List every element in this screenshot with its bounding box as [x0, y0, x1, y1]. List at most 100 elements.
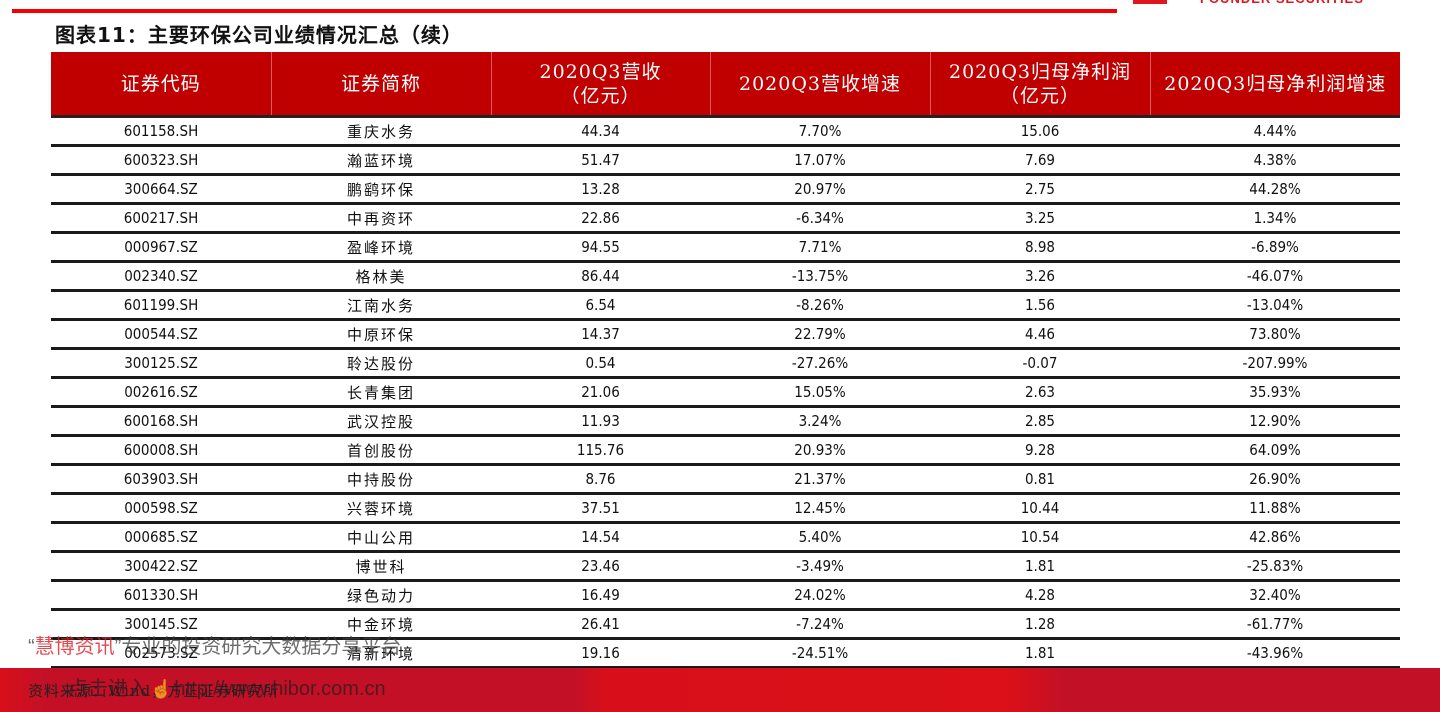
cell-revenue-growth: 20.93% [710, 435, 930, 466]
column-header-code: 证券代码 [51, 52, 271, 117]
cell-revenue-growth: 17.07% [710, 145, 930, 176]
cell-code: 300422.SZ [51, 551, 271, 582]
cell-code: 300125.SZ [51, 348, 271, 379]
cell-revenue-growth: 7.70% [710, 116, 930, 147]
cell-revenue-growth: -13.75% [710, 261, 930, 292]
cell-net-profit: 3.26 [930, 261, 1150, 292]
cell-code: 601158.SH [51, 116, 271, 147]
cell-net-profit-growth: 11.88% [1150, 493, 1400, 524]
cell-revenue: 6.54 [491, 290, 710, 321]
cell-name: 瀚蓝环境 [271, 145, 491, 176]
cell-net-profit-growth: 35.93% [1150, 377, 1400, 408]
cell-net-profit-growth: 64.09% [1150, 435, 1400, 466]
cell-revenue-growth: -6.34% [710, 203, 930, 234]
cell-name: 格林美 [271, 261, 491, 292]
cell-code: 300145.SZ [51, 609, 271, 640]
table-row: 000967.SZ 盈峰环境 94.55 7.71% 8.98 -6.89% [51, 232, 1400, 263]
cell-net-profit-growth: -43.96% [1150, 638, 1400, 669]
cell-name: 江南水务 [271, 290, 491, 321]
cell-net-profit: 4.28 [930, 580, 1150, 611]
cell-net-profit-growth: 26.90% [1150, 464, 1400, 495]
cell-revenue-growth: 24.02% [710, 580, 930, 611]
cell-name: 中山公用 [271, 522, 491, 553]
top-red-rule [12, 9, 1117, 13]
column-header-net-profit-growth: 2020Q3归母净利润增速 [1149, 52, 1400, 117]
table-row: 600168.SH 武汉控股 11.93 3.24% 2.85 12.90% [51, 406, 1400, 437]
cell-revenue-growth: -7.24% [710, 609, 930, 640]
cell-revenue: 94.55 [491, 232, 710, 263]
table-row: 601158.SH 重庆水务 44.34 7.70% 15.06 4.44% [51, 116, 1400, 147]
cell-net-profit: 10.44 [930, 493, 1150, 524]
cell-revenue-growth: 5.40% [710, 522, 930, 553]
cell-net-profit: 9.28 [930, 435, 1150, 466]
cell-net-profit-growth: 32.40% [1150, 580, 1400, 611]
table-row: 300145.SZ 中金环境 26.41 -7.24% 1.28 -61.77% [51, 609, 1400, 640]
cell-revenue: 21.06 [491, 377, 710, 408]
cell-name: 博世科 [271, 551, 491, 582]
cell-code: 601330.SH [51, 580, 271, 611]
cell-revenue-growth: 7.71% [710, 232, 930, 263]
cell-code: 002573.SZ [51, 638, 271, 669]
cell-revenue: 26.41 [491, 609, 710, 640]
cell-revenue: 14.54 [491, 522, 710, 553]
table-row: 002340.SZ 格林美 86.44 -13.75% 3.26 -46.07% [51, 261, 1400, 292]
watermark-link[interactable]: 点击进入 ☝ http://www.hibor.com.cn [68, 678, 386, 700]
cell-revenue: 37.51 [491, 493, 710, 524]
cell-name: 清新环境 [271, 638, 491, 669]
cell-net-profit: 1.81 [930, 638, 1150, 669]
cell-net-profit: 1.28 [930, 609, 1150, 640]
cell-revenue: 22.86 [491, 203, 710, 234]
cell-name: 首创股份 [271, 435, 491, 466]
cell-net-profit: 7.69 [930, 145, 1150, 176]
cell-revenue-growth: -3.49% [710, 551, 930, 582]
cell-revenue-growth: -8.26% [710, 290, 930, 321]
cell-code: 600323.SH [51, 145, 271, 176]
brand-logo: FOUNDER SECURITIES [1130, 0, 1440, 12]
column-header-name: 证券简称 [270, 52, 491, 117]
table-row: 300422.SZ 博世科 23.46 -3.49% 1.81 -25.83% [51, 551, 1400, 582]
cell-revenue: 51.47 [491, 145, 710, 176]
cell-revenue: 8.76 [491, 464, 710, 495]
cell-code: 603903.SH [51, 464, 271, 495]
cell-revenue: 11.93 [491, 406, 710, 437]
cell-name: 武汉控股 [271, 406, 491, 437]
table-header-row: 证券代码 证券简称 2020Q3营收 （亿元） 2020Q3营收增速 2020Q3… [51, 52, 1400, 117]
table-row: 002616.SZ 长青集团 21.06 15.05% 2.63 35.93% [51, 377, 1400, 408]
cell-code: 002340.SZ [51, 261, 271, 292]
cell-code: 002616.SZ [51, 377, 271, 408]
cell-name: 兴蓉环境 [271, 493, 491, 524]
cell-code: 000598.SZ [51, 493, 271, 524]
column-header-revenue-growth: 2020Q3营收增速 [709, 52, 930, 117]
watermark-tagline: “慧博资讯”专业的投资研究大数据分享平台 [28, 636, 402, 658]
cell-revenue: 16.49 [491, 580, 710, 611]
source-note: 资料来源：Wind，方正证券研究所 [28, 682, 280, 700]
cell-net-profit-growth: -61.77% [1150, 609, 1400, 640]
table-row: 002573.SZ 清新环境 19.16 -24.51% 1.81 -43.96% [51, 638, 1400, 669]
cell-code: 600008.SH [51, 435, 271, 466]
cell-net-profit: 1.56 [930, 290, 1150, 321]
cell-name: 中原环保 [271, 319, 491, 350]
cell-revenue: 14.37 [491, 319, 710, 350]
cell-net-profit-growth: 73.80% [1150, 319, 1400, 350]
cell-net-profit: 8.98 [930, 232, 1150, 263]
cell-name: 长青集团 [271, 377, 491, 408]
table-row: 601199.SH 江南水务 6.54 -8.26% 1.56 -13.04% [51, 290, 1400, 321]
cell-revenue-growth: 20.97% [710, 174, 930, 205]
cell-net-profit-growth: -25.83% [1150, 551, 1400, 582]
cell-revenue: 23.46 [491, 551, 710, 582]
table-row: 300664.SZ 鹏鹞环保 13.28 20.97% 2.75 44.28% [51, 174, 1400, 205]
table-row: 600217.SH 中再资环 22.86 -6.34% 3.25 1.34% [51, 203, 1400, 234]
table-row: 600008.SH 首创股份 115.76 20.93% 9.28 64.09% [51, 435, 1400, 466]
column-header-net-profit: 2020Q3归母净利润 （亿元） [929, 52, 1150, 117]
cell-net-profit: 2.63 [930, 377, 1150, 408]
cell-name: 聆达股份 [271, 348, 491, 379]
table-row: 000685.SZ 中山公用 14.54 5.40% 10.54 42.86% [51, 522, 1400, 553]
cell-name: 绿色动力 [271, 580, 491, 611]
figure-title: 图表11：主要环保公司业绩情况汇总（续） [55, 23, 463, 47]
cell-net-profit: 0.81 [930, 464, 1150, 495]
cell-net-profit: -0.07 [930, 348, 1150, 379]
cell-net-profit: 10.54 [930, 522, 1150, 553]
cell-name: 中金环境 [271, 609, 491, 640]
cell-code: 000685.SZ [51, 522, 271, 553]
cell-revenue-growth: 12.45% [710, 493, 930, 524]
